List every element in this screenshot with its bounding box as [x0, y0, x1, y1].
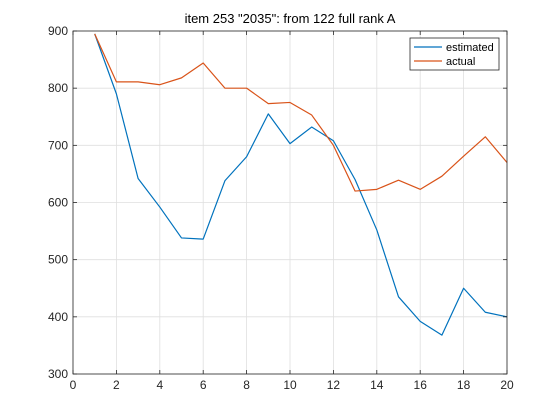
x-tick-label: 16 [414, 378, 428, 392]
x-tick-labels: 0 2 4 6 8 10 12 14 16 18 20 [70, 378, 514, 392]
legend-box [409, 37, 500, 71]
tick-marks [72, 30, 508, 375]
series-layer [94, 33, 508, 336]
legend-label-estimated: estimated [446, 42, 494, 54]
series-line-estimated [94, 33, 508, 336]
y-tick-label: 600 [48, 196, 68, 210]
x-tick-label: 14 [370, 378, 384, 392]
y-tick-label: 500 [48, 253, 68, 267]
x-tick-label: 6 [200, 378, 207, 392]
chart-title: item 253 "2035": from 122 full rank A [185, 11, 396, 26]
legend: estimated actual [409, 37, 500, 71]
x-tick-label: 18 [457, 378, 471, 392]
y-tick-labels: 300 400 500 600 700 800 900 [48, 24, 68, 381]
y-tick-label: 400 [48, 310, 68, 324]
series-line-actual [94, 33, 508, 192]
y-tick-label: 900 [48, 24, 68, 38]
y-tick-label: 300 [48, 367, 68, 381]
x-tick-label: 4 [156, 378, 163, 392]
legend-label-actual: actual [446, 56, 475, 68]
x-tick-label: 0 [70, 378, 77, 392]
x-tick-label: 8 [243, 378, 250, 392]
x-tick-label: 10 [283, 378, 297, 392]
x-tick-label: 2 [113, 378, 120, 392]
x-tick-label: 20 [500, 378, 514, 392]
x-tick-label: 12 [327, 378, 341, 392]
y-tick-label: 700 [48, 138, 68, 152]
y-tick-label: 800 [48, 81, 68, 95]
